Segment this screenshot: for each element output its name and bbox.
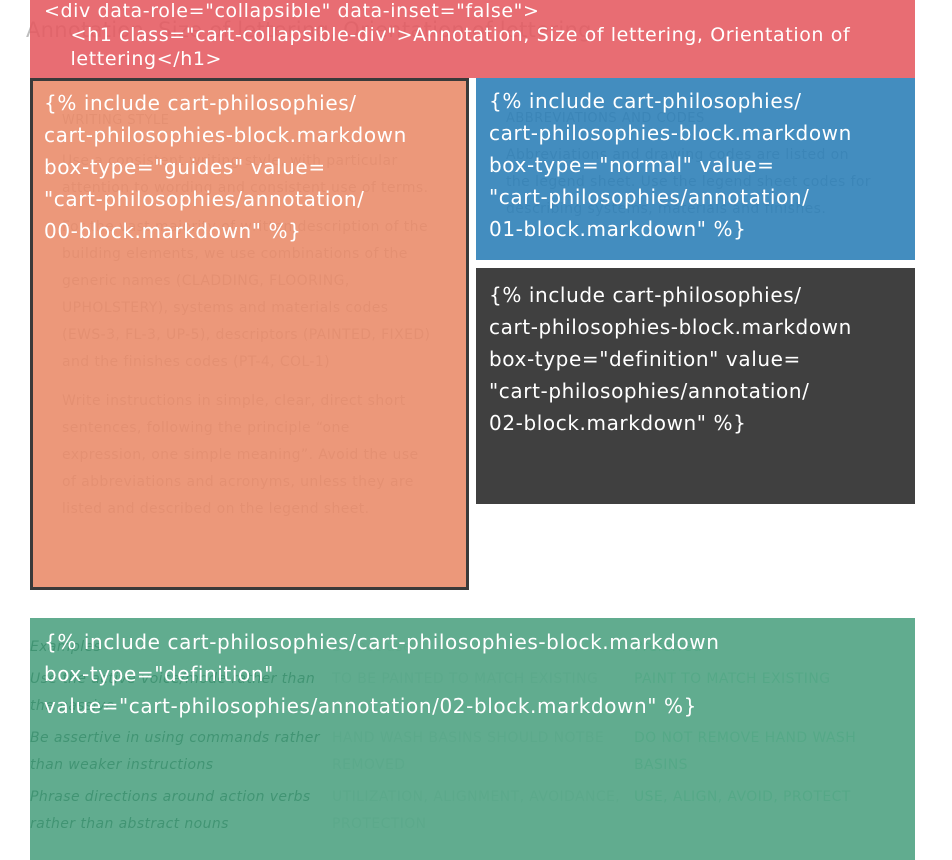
normal-block-overlay: {% include cart-philosophies/ cart-philo… xyxy=(476,78,915,260)
guides-block-code: {% include cart-philosophies/ cart-philo… xyxy=(44,91,407,243)
collapsible-header-overlay: <div data-role="collapsible" data-inset=… xyxy=(30,0,915,78)
definition-table-code: {% include cart-philosophies/cart-philos… xyxy=(44,630,720,718)
normal-block-code: {% include cart-philosophies/ cart-philo… xyxy=(489,89,852,241)
definition-table-overlay: {% include cart-philosophies/cart-philos… xyxy=(30,618,915,860)
definition-block-code: {% include cart-philosophies/ cart-philo… xyxy=(489,283,852,435)
collapsible-header-code: <div data-role="collapsible" data-inset=… xyxy=(44,0,851,70)
definition-block-overlay: {% include cart-philosophies/ cart-philo… xyxy=(476,268,915,504)
guides-block-overlay: {% include cart-philosophies/ cart-philo… xyxy=(30,78,469,590)
